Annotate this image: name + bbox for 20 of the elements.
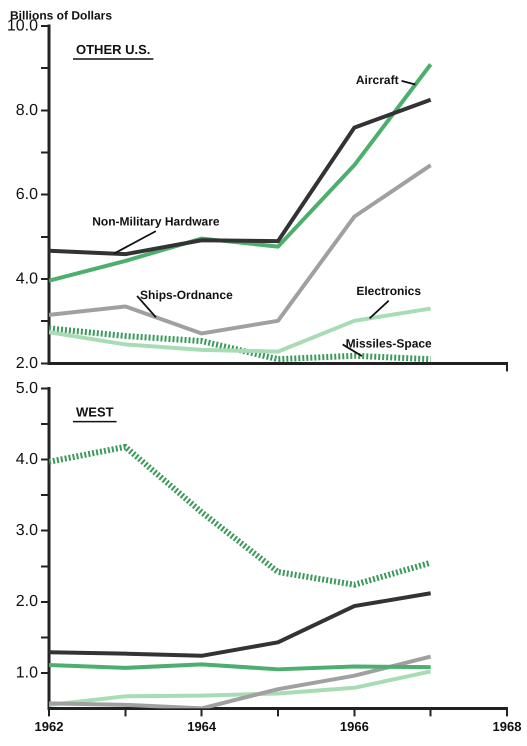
y-tick-label: 8.0 [16,102,38,119]
x-tick-label: 1962 [34,718,64,734]
x-tick-label: 1968 [492,718,522,734]
text: OTHER U.S. [76,42,150,57]
series-label: Aircraft [356,73,399,88]
y-tick-label: 1.0 [16,664,38,682]
text: WEST [76,404,114,420]
x-tick-label: 1966 [340,718,369,734]
x-tick-label: 1964 [187,718,217,734]
y-tick-label: 4.0 [16,270,38,288]
y-tick-label: 2.0 [16,593,38,610]
y-tick-label: 3.0 [16,522,38,540]
y-tick-label: 5.0 [16,380,38,398]
series-label: Electronics [356,284,422,298]
y-tick-label: 6.0 [16,186,38,204]
series-label: Non-Military Hardware [92,214,220,228]
y-tick-label: 4.0 [16,451,38,468]
series-label: Missiles-Space [346,336,432,351]
series-label: Ships-Ordnance [140,288,234,302]
y-tick-label: 2.0 [16,354,38,372]
